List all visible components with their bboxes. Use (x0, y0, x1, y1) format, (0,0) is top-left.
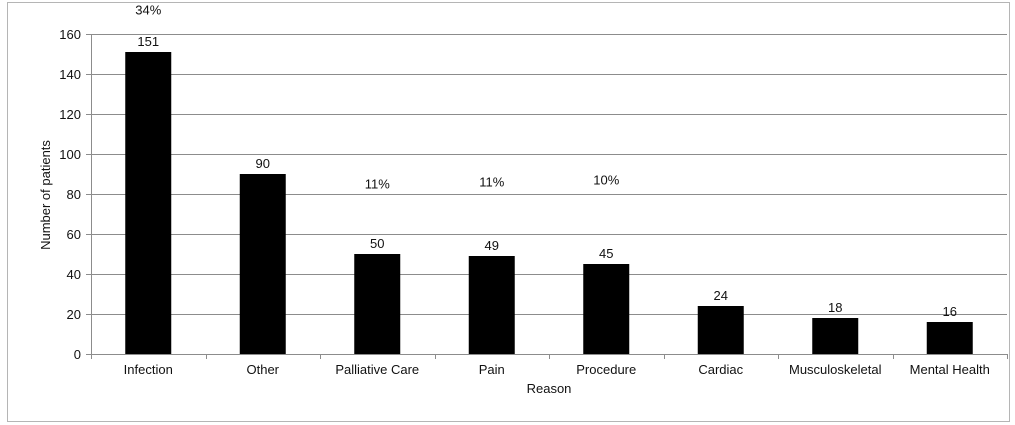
y-tick-label: 80 (67, 187, 81, 202)
bar-musculoskeletal (812, 318, 858, 354)
value-label: 16 (943, 304, 957, 319)
x-tick-label: Other (246, 362, 279, 377)
bar-procedure (583, 264, 629, 354)
value-label: 151 (137, 34, 159, 49)
y-tick-label: 100 (59, 147, 81, 162)
x-tick-label: Pain (479, 362, 505, 377)
x-tick-label: Mental Health (910, 362, 990, 377)
gridlines (91, 35, 1007, 315)
x-tick-label: Infection (124, 362, 173, 377)
x-tick-label: Musculoskeletal (789, 362, 882, 377)
y-tick-label: 120 (59, 107, 81, 122)
bars (125, 52, 973, 354)
y-tick-label: 40 (67, 267, 81, 282)
y-axis-title: Number of patients (38, 140, 53, 250)
value-label: 45 (599, 246, 613, 261)
percent-label: 10% (593, 173, 619, 188)
x-axis-title: Reason (527, 381, 572, 396)
bar-pain (469, 256, 515, 354)
bar-other (240, 174, 286, 354)
bar-palliative-care (354, 254, 400, 354)
y-tick-label: 20 (67, 307, 81, 322)
y-tick-label: 60 (67, 227, 81, 242)
y-tick-label: 160 (59, 27, 81, 42)
y-tick-label: 0 (74, 347, 81, 362)
x-tick-label: Procedure (576, 362, 636, 377)
x-tick-label: Cardiac (698, 362, 743, 377)
value-label: 90 (256, 156, 270, 171)
percent-label: 34% (135, 3, 161, 18)
value-label: 18 (828, 300, 842, 315)
percent-label: 11% (365, 177, 390, 192)
bar-mental-health (927, 322, 973, 354)
bar-infection (125, 52, 171, 354)
value-label: 24 (714, 288, 728, 303)
axes (86, 34, 1008, 359)
x-tick-label: Palliative Care (335, 362, 419, 377)
bar-cardiac (698, 306, 744, 354)
value-label: 50 (370, 236, 384, 251)
percent-label: 11% (479, 175, 504, 190)
y-tick-label: 140 (59, 67, 81, 82)
value-label: 49 (485, 238, 499, 253)
